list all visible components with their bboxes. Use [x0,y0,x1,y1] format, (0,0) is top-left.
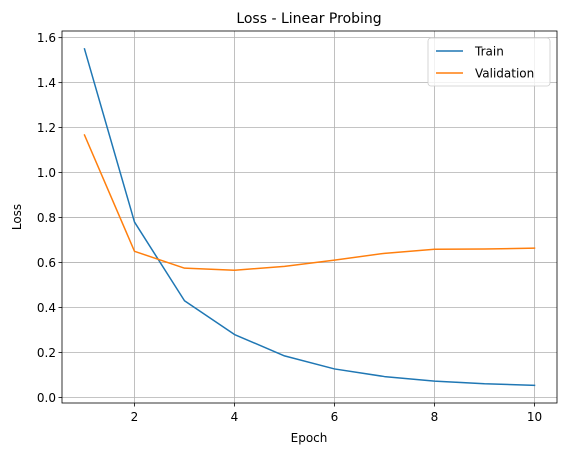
y-tick-label: 1.6 [37,31,56,45]
legend: Train Validation [427,37,551,87]
tick-layer: 2 4 6 8 10 0.0 0.2 0.4 0.6 0.8 1.0 1.2 1.4 1.6 [37,31,542,424]
y-tick-label: 1.4 [37,76,56,90]
y-tick-label: 1.2 [37,121,56,135]
series-line-train [83,47,536,387]
series-layer [83,47,536,387]
x-tick-label: 10 [527,410,542,424]
legend-label-validation: Validation [475,67,534,81]
y-tick-label: 0.0 [37,391,56,405]
x-tick-label: 6 [331,410,339,424]
x-tick-label: 4 [231,410,239,424]
series-line-validation [83,134,536,271]
chart-title: Loss - Linear Probing [236,11,381,27]
x-tick-label: 8 [431,410,439,424]
legend-box [427,37,551,87]
plot-frame [61,30,558,404]
y-tick-label: 0.6 [37,256,56,270]
y-tick-label: 0.4 [37,301,56,315]
y-tick-label: 1.0 [37,166,56,180]
x-axis-label: Epoch [291,431,328,445]
y-tick-label: 0.8 [37,211,56,225]
x-tick-label: 2 [131,410,139,424]
grid-layer [62,31,557,403]
legend-label-train: Train [474,45,504,59]
y-axis-label: Loss [10,204,24,230]
y-tick-label: 0.2 [37,346,56,360]
